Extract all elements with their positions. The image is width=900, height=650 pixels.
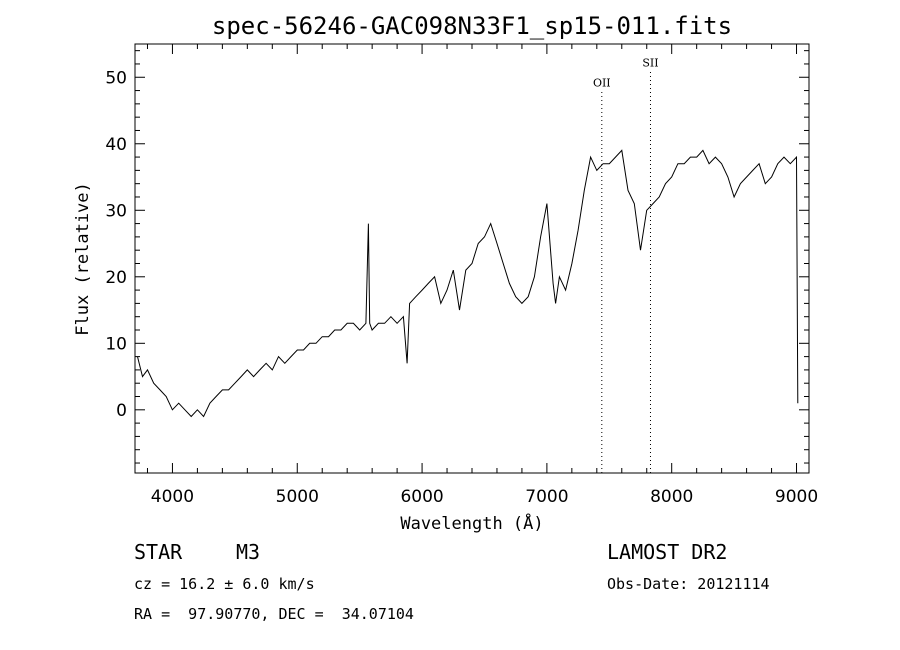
y-axis-label: Flux (relative) xyxy=(73,182,93,336)
x-tick-label: 8000 xyxy=(650,487,693,507)
chart-title: spec-56246-GAC098N33F1_sp15-011.fits xyxy=(212,12,732,40)
cz-value: cz = 16.2 ± 6.0 km/s xyxy=(134,575,315,593)
x-tick-label: 6000 xyxy=(400,487,443,507)
y-tick-label: 40 xyxy=(105,135,127,155)
y-tick-label: 10 xyxy=(105,334,127,354)
x-axis-label: Wavelength (Å) xyxy=(400,512,543,534)
obs-date: Obs-Date: 20121114 xyxy=(607,575,770,593)
line-label-oii: OII xyxy=(593,77,611,90)
x-tick-label: 4000 xyxy=(151,487,194,507)
plot-frame xyxy=(134,43,810,474)
y-tick-labels: 0 10 20 30 40 50 xyxy=(105,68,127,421)
ra-dec: RA = 97.90770, DEC = 34.07104 xyxy=(134,605,414,623)
line-label-sii: SII xyxy=(642,57,658,70)
axis-ticks xyxy=(135,44,809,473)
y-tick-label: 50 xyxy=(105,68,127,88)
emission-line-markers: OII SII xyxy=(593,57,659,473)
x-tick-labels: 4000 5000 6000 7000 8000 9000 xyxy=(151,487,818,507)
x-tick-label: 5000 xyxy=(276,487,319,507)
star-subclass: M3 xyxy=(236,540,261,564)
y-tick-label: 0 xyxy=(116,401,127,421)
y-tick-label: 30 xyxy=(105,201,127,221)
x-tick-label: 7000 xyxy=(525,487,568,507)
spectrum-line xyxy=(137,149,799,418)
star-class: STAR xyxy=(134,540,183,564)
y-tick-label: 20 xyxy=(105,268,127,288)
survey-label: LAMOST DR2 xyxy=(607,540,728,564)
x-tick-label: 9000 xyxy=(775,487,818,507)
